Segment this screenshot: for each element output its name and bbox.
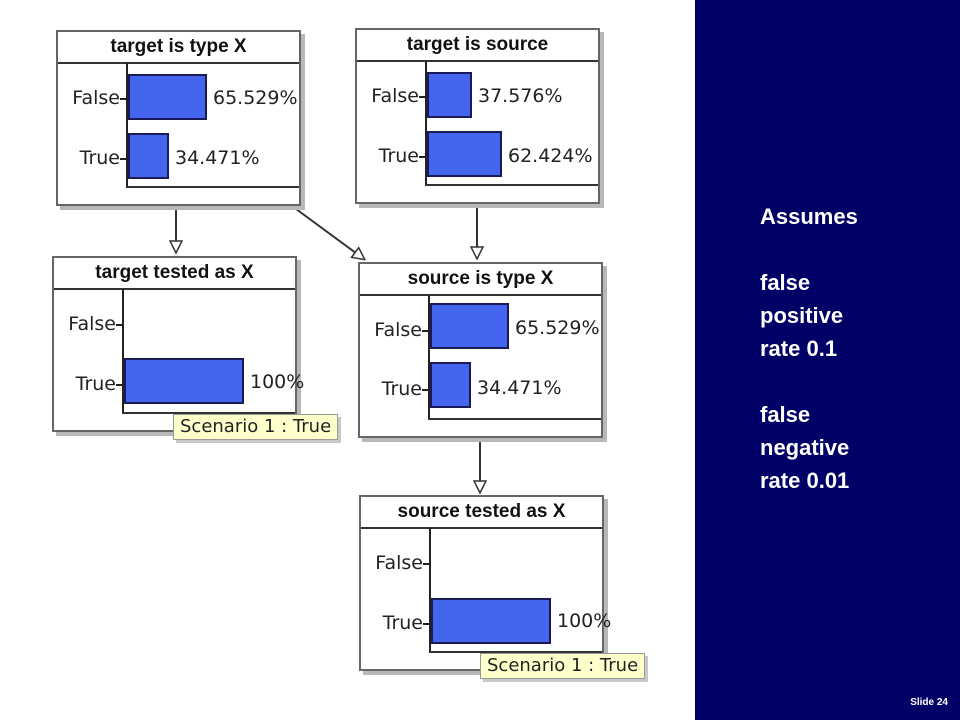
pct-true: 34.471% <box>175 147 260 169</box>
row-label-true: True <box>381 378 422 400</box>
bar-false <box>427 72 472 118</box>
slide-number: Slide 24 <box>910 697 948 708</box>
node-title: source tested as X <box>361 497 602 529</box>
row-label-true: True <box>382 612 423 634</box>
pct-true: 100% <box>250 371 305 393</box>
diagram-area: target is type X False 65.529% True 34.4… <box>0 28 695 720</box>
axis-foot <box>122 412 295 414</box>
bar-false <box>430 303 509 349</box>
notes-line: false <box>760 270 811 295</box>
row-label-false: False <box>371 85 419 107</box>
notes-line: negative <box>760 435 850 460</box>
node-target-is-source[interactable]: target is source False 37.576% True 62.4… <box>355 28 600 204</box>
assumptions-text: Assumes false positive rate 0.1 false ne… <box>760 200 950 497</box>
row-tick <box>116 384 122 386</box>
axis-foot <box>425 184 598 186</box>
row-label-false: False <box>375 552 423 574</box>
notes-line <box>760 365 950 398</box>
node-target-tested-as-x[interactable]: target tested as X False True 100% <box>52 256 304 432</box>
scenario-badge: Scenario 1 : True <box>480 653 646 679</box>
row-tick <box>423 563 429 565</box>
node-title: target is type X <box>58 32 299 64</box>
node-title: source is type X <box>360 264 601 296</box>
pct-false: 37.576% <box>478 85 563 107</box>
notes-line: rate 0.01 <box>760 468 850 493</box>
notes-line: positive <box>760 303 844 328</box>
row-label-false: False <box>72 87 120 109</box>
row-tick <box>116 324 122 326</box>
diagram-edges <box>0 204 695 720</box>
axis-foot <box>126 186 299 188</box>
row-label-false: False <box>68 313 116 335</box>
axis-foot <box>429 651 602 653</box>
row-label-true: True <box>378 145 419 167</box>
axis-line <box>122 289 124 414</box>
row-label-true: True <box>75 373 116 395</box>
node-source-is-type-x[interactable]: source is type X False 65.529% True 34.4… <box>358 262 603 438</box>
notes-panel <box>695 0 960 720</box>
axis-foot <box>428 418 601 420</box>
notes-line <box>760 233 950 266</box>
row-tick <box>419 156 425 158</box>
scenario-badge: Scenario 1 : True <box>173 414 339 440</box>
row-tick <box>120 158 126 160</box>
bar-true <box>431 598 551 644</box>
pct-false: 65.529% <box>515 317 600 339</box>
node-title: target tested as X <box>54 258 295 290</box>
pct-true: 34.471% <box>477 377 562 399</box>
axis-line <box>428 295 430 420</box>
axis-line <box>126 63 128 188</box>
row-tick <box>423 623 429 625</box>
node-source-tested-as-x[interactable]: source tested as X False True 100% <box>359 495 611 671</box>
pct-true: 100% <box>557 610 612 632</box>
bar-true <box>128 133 169 179</box>
notes-line: Assumes <box>760 204 858 229</box>
notes-line: false <box>760 402 811 427</box>
bar-true <box>430 362 471 408</box>
row-tick <box>120 98 126 100</box>
notes-line: rate 0.1 <box>760 336 838 361</box>
bar-true <box>427 131 502 177</box>
row-label-true: True <box>79 147 120 169</box>
pct-false: 65.529% <box>213 87 298 109</box>
edge-typex-to-sourcetypex <box>291 205 364 259</box>
pct-true: 62.424% <box>508 145 593 167</box>
axis-line <box>425 61 427 186</box>
bar-true <box>124 358 244 404</box>
row-tick <box>422 389 428 391</box>
row-tick <box>422 330 428 332</box>
bar-false <box>128 74 207 120</box>
axis-line <box>429 528 431 653</box>
node-title: target is source <box>357 30 598 62</box>
node-target-is-type-x[interactable]: target is type X False 65.529% True 34.4… <box>56 30 301 206</box>
row-tick <box>419 96 425 98</box>
row-label-false: False <box>374 319 422 341</box>
